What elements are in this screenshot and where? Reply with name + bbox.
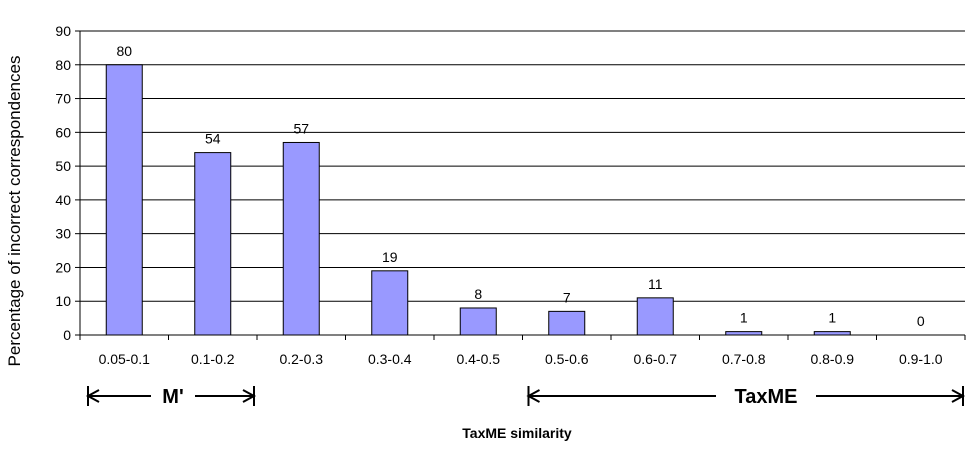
data-label: 19 — [382, 249, 398, 265]
x-tick-label: 0.9-1.0 — [899, 351, 943, 367]
x-tick-label: 0.7-0.8 — [722, 351, 766, 367]
x-tick-label: 0.8-0.9 — [810, 351, 854, 367]
x-tick-label: 0.6-0.7 — [633, 351, 677, 367]
x-tick-label: 0.2-0.3 — [279, 351, 323, 367]
x-tick-label: 0.05-0.1 — [99, 351, 151, 367]
arrow-head — [85, 389, 100, 403]
bar — [636, 297, 674, 336]
x-tick-label: 0.5-0.6 — [545, 351, 589, 367]
annotation-label: M' — [162, 386, 183, 408]
y-tick-label: 10 — [55, 293, 71, 309]
data-label: 57 — [293, 120, 309, 136]
data-label: 0 — [917, 313, 925, 329]
bar — [459, 307, 497, 336]
data-label: 7 — [563, 289, 571, 305]
bars — [105, 64, 851, 336]
y-tick-label: 80 — [55, 57, 71, 73]
bar — [194, 152, 232, 336]
arrow-head — [242, 389, 257, 403]
data-label: 80 — [116, 43, 132, 59]
y-tick-label: 40 — [55, 192, 71, 208]
annotation-taxme: TaxME — [526, 386, 966, 408]
x-tick-label: 0.4-0.5 — [456, 351, 500, 367]
arrow-head — [951, 389, 966, 403]
bar — [548, 310, 586, 336]
data-label: 54 — [205, 131, 221, 147]
y-tick-label: 0 — [63, 327, 71, 343]
y-axis-label: Percentage of incorrect correspondences — [5, 56, 24, 367]
annotation-label: TaxME — [735, 386, 798, 408]
data-label: 11 — [648, 276, 663, 292]
x-tick-label: 0.3-0.4 — [368, 351, 412, 367]
x-tick-label: 0.1-0.2 — [191, 351, 235, 367]
bar — [813, 331, 851, 336]
y-tick-label: 60 — [55, 124, 71, 140]
data-label: 1 — [828, 310, 836, 326]
annotation-m-prime: M' — [85, 386, 257, 408]
y-tick-label: 20 — [55, 259, 71, 275]
y-tick-labels: 0 10 20 30 40 50 60 70 80 90 — [55, 23, 71, 343]
y-tick-label: 90 — [55, 23, 71, 39]
axes — [75, 30, 966, 340]
data-label: 8 — [474, 286, 482, 302]
data-label: 1 — [740, 310, 748, 326]
bar — [105, 64, 143, 336]
y-tick-label: 50 — [55, 158, 71, 174]
x-axis-label: TaxME similarity — [462, 425, 572, 441]
bar — [725, 331, 763, 336]
bar — [371, 270, 409, 336]
arrow-head — [526, 389, 540, 403]
annotations: M' TaxME — [85, 386, 966, 408]
y-tick-label: 30 — [55, 226, 71, 242]
y-tick-label: 70 — [55, 91, 71, 107]
bar — [282, 141, 320, 336]
x-tick-labels: 0.05-0.1 0.1-0.2 0.2-0.3 0.3-0.4 0.4-0.5 0.5-… — [99, 351, 943, 367]
